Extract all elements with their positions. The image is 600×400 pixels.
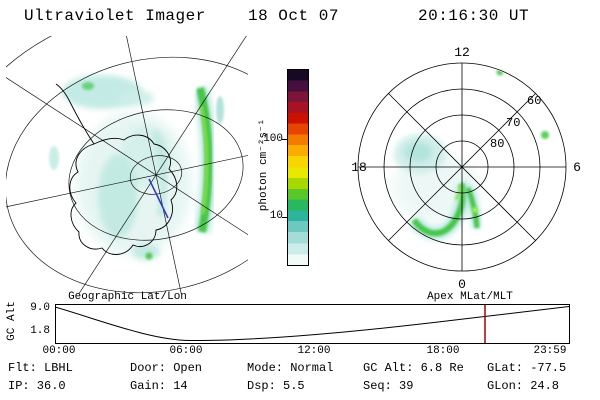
- status-flt: Flt: LBHL: [8, 361, 73, 375]
- colorbar-tickmark: [282, 139, 287, 140]
- mlt-18-label: 18: [351, 160, 367, 175]
- geo-panel-caption: Geographic Lat/Lon: [68, 291, 187, 303]
- apex-aurora-emission: [392, 68, 549, 240]
- gc-alt-ymax: 9.0: [30, 302, 50, 314]
- time-tick-1200: 12:00: [297, 345, 331, 357]
- date-label: 18 Oct 07: [248, 7, 339, 25]
- apex-grid-lines: [357, 62, 567, 272]
- status-glat: GLat: -77.5: [487, 361, 567, 375]
- status-glon: GLon: 24.8: [487, 379, 560, 393]
- antarctica-outline: [55, 83, 178, 255]
- colorbar-tick-100: 100: [263, 133, 283, 145]
- apex-panel-caption: Apex MLat/MLT: [427, 291, 513, 303]
- geo-grid-lines: [6, 36, 248, 294]
- altitude-strip-chart: [55, 304, 570, 344]
- status-seq: Seq: 39: [363, 379, 414, 393]
- colorbar-tickmark: [282, 217, 287, 218]
- status-dsp: Dsp: 5.5: [247, 379, 305, 393]
- mlat-60-label: 60: [527, 94, 541, 108]
- time-tick-2359: 23:59: [533, 345, 567, 357]
- altitude-curve: [55, 306, 570, 342]
- mlt-12-label: 12: [454, 45, 470, 60]
- gc-alt-ymin: 1.8: [30, 325, 50, 337]
- status-ip: IP: 36.0: [8, 379, 66, 393]
- geographic-map: [6, 36, 248, 294]
- apex-axis-labels: 12 0 18 6 60 70 80: [351, 45, 581, 292]
- mlat-80-label: 80: [490, 137, 504, 151]
- time-tick-0000: 00:00: [42, 345, 76, 357]
- status-door: Door: Open: [130, 361, 203, 375]
- app-title: Ultraviolet Imager: [24, 7, 206, 25]
- time-tick-1800: 18:00: [426, 345, 460, 357]
- status-gcalt: GC Alt: 6.8 Re: [363, 361, 464, 375]
- colorbar-tick-10: 10: [269, 210, 283, 222]
- status-gain: Gain: 14: [130, 379, 188, 393]
- geo-aurora-emission: [49, 75, 224, 260]
- mlat-70-label: 70: [506, 116, 520, 130]
- mlt-0-label: 0: [458, 277, 466, 292]
- time-label: 20:16:30 UT: [418, 7, 530, 25]
- apex-polar-plot: 12 0 18 6 60 70 80: [351, 45, 581, 292]
- time-tick-0600: 06:00: [169, 345, 203, 357]
- status-mode: Mode: Normal: [247, 361, 334, 375]
- gc-alt-axis-label: GC Alt: [6, 301, 18, 341]
- mlt-6-label: 6: [573, 160, 581, 175]
- colorbar: [287, 69, 309, 266]
- strip-chart-frame: [55, 304, 570, 344]
- orbit-track: [148, 178, 169, 219]
